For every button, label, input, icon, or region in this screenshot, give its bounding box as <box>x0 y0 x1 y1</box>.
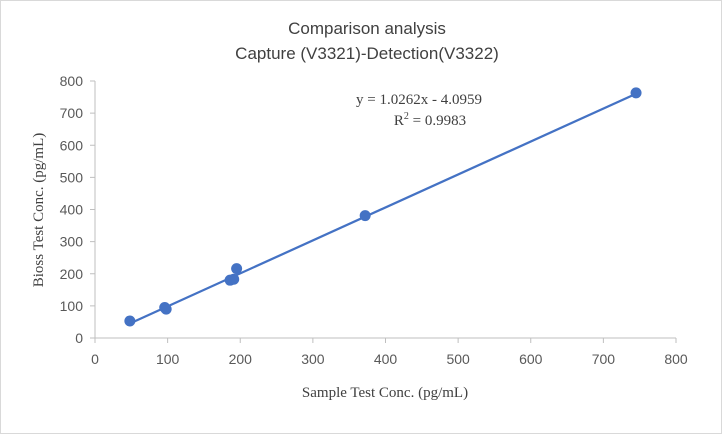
x-tick-label: 800 <box>664 351 688 367</box>
x-tick-label: 500 <box>446 351 470 367</box>
y-axis-title: Bioss Test Conc. (pg/mL) <box>31 133 47 288</box>
ticks-layer: 0 100 200 300 400 500 600 700 800 0 100 200 300 400 50… <box>60 73 688 367</box>
data-point <box>124 315 136 327</box>
points-layer <box>124 87 642 327</box>
x-tick-label: 700 <box>592 351 616 367</box>
r2-superscript: 2 <box>404 111 409 122</box>
trendline <box>129 92 637 325</box>
y-tick-label: 300 <box>60 234 84 250</box>
x-tick-label: 100 <box>156 351 180 367</box>
trendline-layer <box>129 92 637 325</box>
y-tick-label: 100 <box>60 298 84 314</box>
data-point <box>359 210 371 222</box>
x-tick-label: 200 <box>229 351 253 367</box>
y-tick-label: 400 <box>60 202 84 218</box>
data-point <box>160 303 172 315</box>
x-axis-title: Sample Test Conc. (pg/mL) <box>302 385 468 401</box>
x-tick-label: 400 <box>374 351 398 367</box>
r2-r: R <box>394 113 404 129</box>
y-tick-label: 0 <box>75 330 83 346</box>
r2-value: = 0.9983 <box>409 113 466 129</box>
chart-title-line1: Comparison analysis <box>288 19 446 38</box>
y-tick-label: 500 <box>60 169 84 185</box>
x-tick-label: 300 <box>301 351 325 367</box>
y-tick-label: 700 <box>60 105 84 121</box>
r-squared-label: R2 = 0.9983 <box>394 111 466 129</box>
data-point <box>228 273 240 285</box>
trendline-equation: y = 1.0262x - 4.0959 <box>356 92 482 108</box>
y-tick-label: 200 <box>60 266 84 282</box>
y-tick-label: 800 <box>60 73 84 89</box>
x-tick-label: 0 <box>91 351 99 367</box>
data-point <box>630 87 642 99</box>
x-tick-label: 600 <box>519 351 543 367</box>
y-tick-label: 600 <box>60 137 84 153</box>
data-point <box>231 263 243 275</box>
chart-title-line2: Capture (V3321)-Detection(V3322) <box>235 44 499 63</box>
